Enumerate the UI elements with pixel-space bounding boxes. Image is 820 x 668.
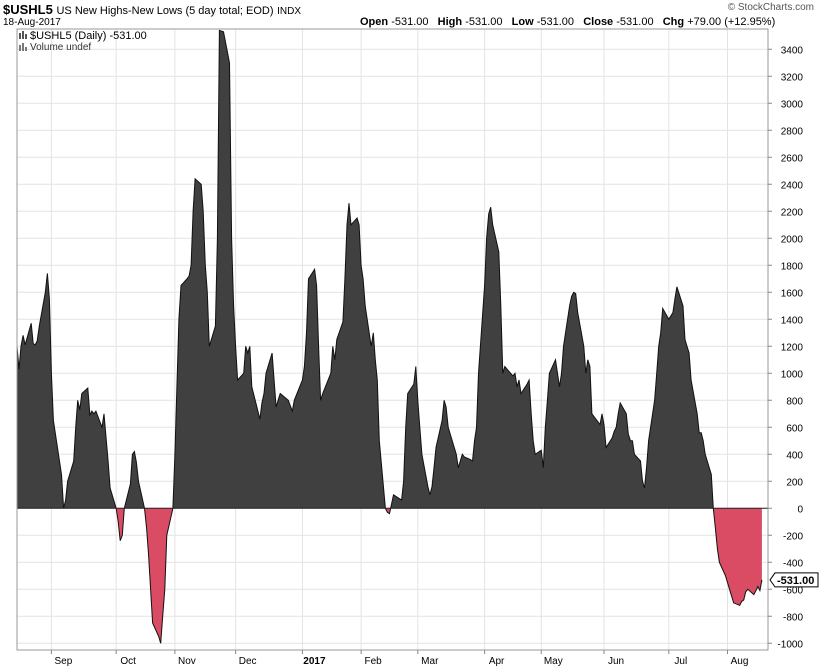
volume-legend-label: Volume undef xyxy=(30,42,91,53)
series-line xyxy=(16,29,763,644)
legend: $USHL5 (Daily) -531.00 Volume undef xyxy=(19,30,147,53)
y-tick-label: 2400 xyxy=(781,180,804,191)
series-legend-icon xyxy=(19,31,27,39)
last-value-box xyxy=(769,572,819,588)
high-value: -531.00 xyxy=(465,16,503,28)
ohlc-readout: Open -531.00 High -531.00 Low -531.00 Cl… xyxy=(360,16,775,28)
x-tick-label: Oct xyxy=(120,656,136,667)
y-tick-label: 400 xyxy=(786,450,803,461)
y-tick-label: 1000 xyxy=(781,369,804,380)
y-tick-label: -600 xyxy=(783,585,803,596)
x-tick-label: Aug xyxy=(731,656,749,667)
y-tick-label: 1800 xyxy=(781,261,804,272)
volume-legend-icon xyxy=(19,43,27,51)
y-tick-label: 0 xyxy=(797,504,803,515)
close-value: -531.00 xyxy=(616,16,654,28)
series-lines xyxy=(16,29,768,644)
y-tick-label: -800 xyxy=(783,612,803,623)
symbol: $USHL5 xyxy=(3,2,53,17)
y-tick-label: 800 xyxy=(786,396,803,407)
stockcharts-credit: © StockCharts.com xyxy=(727,2,814,13)
y-tick-label: 3000 xyxy=(781,99,804,110)
grid-lines xyxy=(17,29,768,650)
x-tick-label: 2017 xyxy=(303,656,326,667)
y-tick-label: -1000 xyxy=(777,639,803,650)
y-tick-label: 600 xyxy=(786,423,803,434)
high-label: High xyxy=(437,16,463,28)
x-tick-label: Jun xyxy=(608,656,624,667)
plot-border xyxy=(16,28,769,651)
y-tick-label: 2200 xyxy=(781,207,804,218)
x-tick-label: Dec xyxy=(239,656,257,667)
description: US New Highs-New Lows (5 day total; EOD) xyxy=(56,5,274,17)
chart-date: 18-Aug-2017 xyxy=(3,17,61,28)
y-tick-label: 1600 xyxy=(781,288,804,299)
y-tick-label: 1400 xyxy=(781,315,804,326)
y-axis: -1000 -800 -600 -400 -200 0 200 400 600 800 1000 12… xyxy=(768,45,803,650)
x-tick-label: Jul xyxy=(674,656,687,667)
x-tick-label: Mar xyxy=(421,656,439,667)
y-tick-label: 1200 xyxy=(781,342,804,353)
chart-title: $USHL5 US New Highs-New Lows (5 day tota… xyxy=(3,2,301,17)
positive-area xyxy=(17,30,714,509)
y-tick-label: -200 xyxy=(783,531,803,542)
chg-label: Chg xyxy=(662,16,685,28)
last-value-label: -531.00 xyxy=(777,575,814,587)
chg-value: +79.00 (+12.95%) xyxy=(687,16,776,28)
negative-area xyxy=(17,508,762,644)
open-value: -531.00 xyxy=(391,16,429,28)
y-tick-label: 2800 xyxy=(781,126,804,137)
exchange: INDX xyxy=(277,6,302,17)
y-tick-label: 2000 xyxy=(781,234,804,245)
series-legend-label: $USHL5 (Daily) -531.00 xyxy=(30,30,147,42)
close-label: Close xyxy=(583,16,614,28)
x-tick-label: Apr xyxy=(489,656,505,667)
y-tick-label: -400 xyxy=(783,558,803,569)
y-tick-label: 2600 xyxy=(781,153,804,164)
series-areas xyxy=(17,30,762,644)
x-axis: Sep Oct Nov Dec 2017 Feb Mar Apr May Jun Jul Aug xyxy=(50,650,749,667)
y-tick-label: 200 xyxy=(786,477,803,488)
open-label: Open xyxy=(360,16,389,28)
x-tick-label: May xyxy=(544,656,563,667)
x-tick-label: Sep xyxy=(55,656,73,667)
low-label: Low xyxy=(511,16,534,28)
y-tick-label: 3200 xyxy=(781,72,804,83)
low-value: -531.00 xyxy=(536,16,575,28)
y-tick-label: 3400 xyxy=(781,45,804,56)
last-value-marker: -531.00 xyxy=(769,572,819,588)
x-tick-label: Feb xyxy=(365,656,383,667)
x-tick-label: Nov xyxy=(178,656,196,667)
